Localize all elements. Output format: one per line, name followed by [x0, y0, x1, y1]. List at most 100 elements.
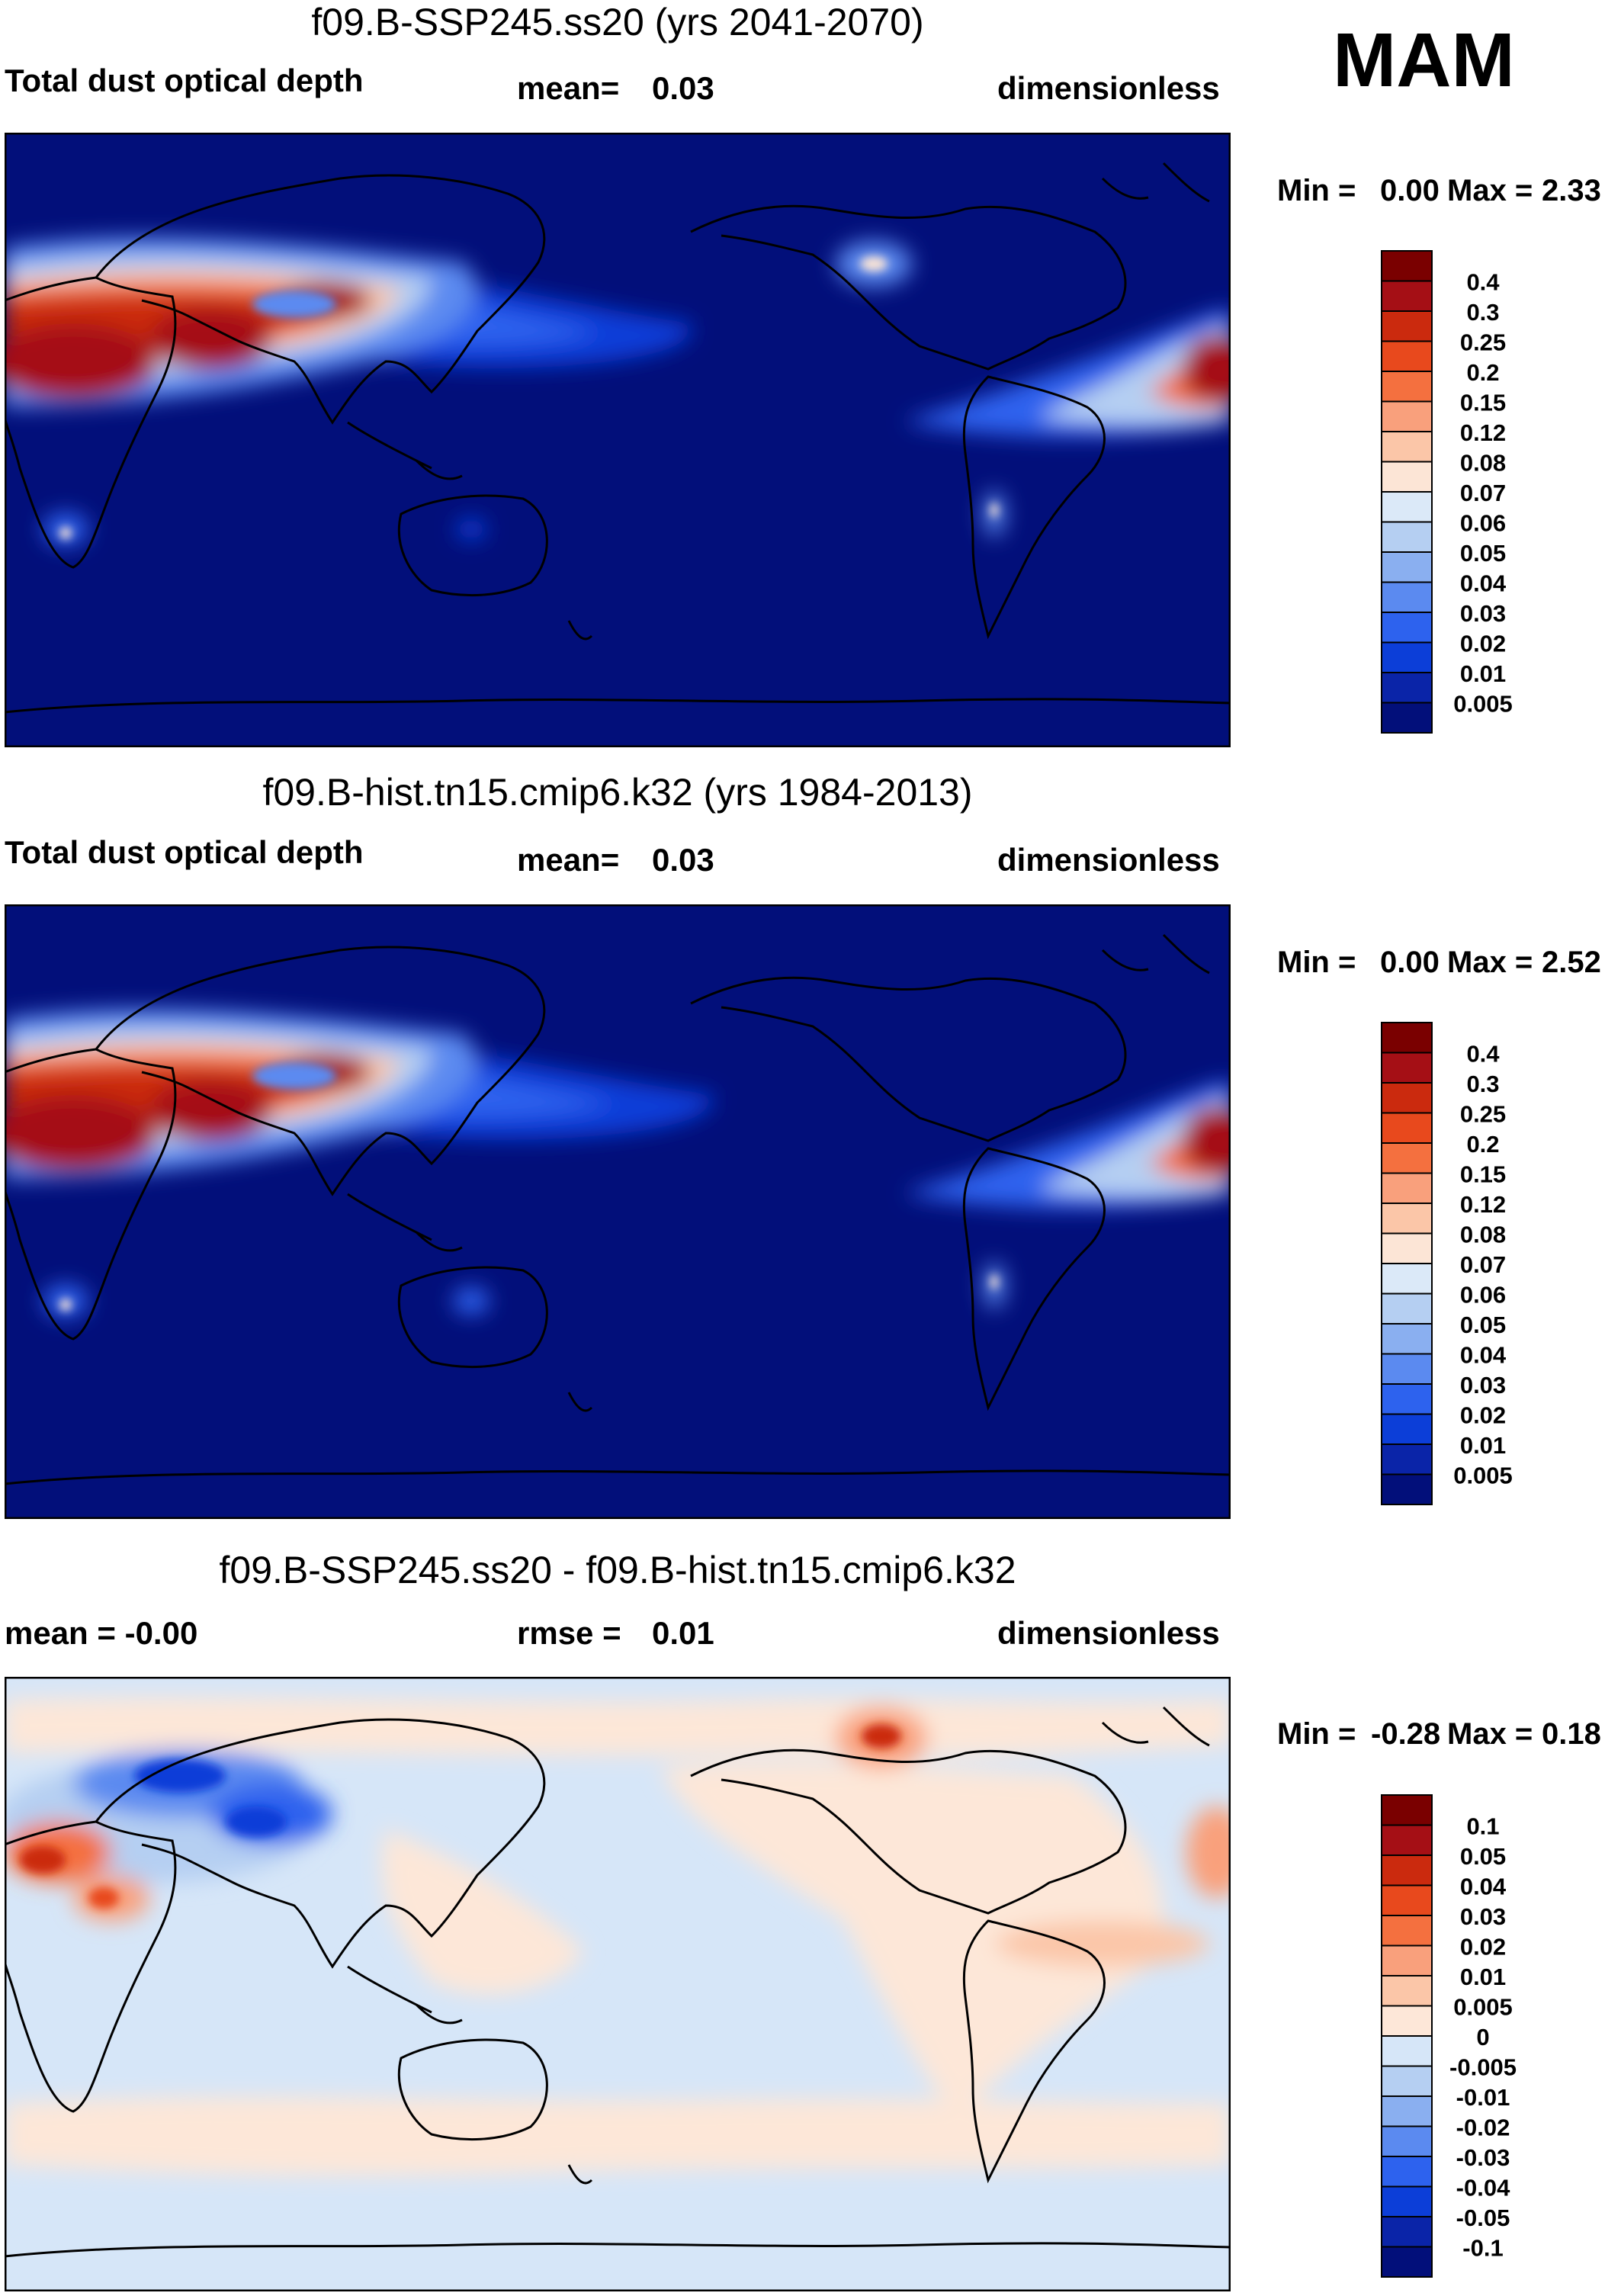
panel-3-units-label: dimensionless — [997, 1615, 1220, 1651]
panel-1-colorbar-swatch — [1381, 280, 1433, 312]
panel-1-colorbar-label: 0.01 — [1460, 660, 1506, 687]
panel-3-colorbar-swatch — [1381, 1944, 1433, 1976]
panel-3-colorbar-swatch — [1381, 1794, 1433, 1826]
panel-3-rmse-value: 0.01 — [652, 1615, 714, 1651]
panel-1-units-label: dimensionless — [997, 70, 1220, 106]
panel-1-colorbar-swatch — [1381, 672, 1433, 704]
panel-1-colorbar-swatch — [1381, 581, 1433, 613]
panel-1-colorbar-swatch — [1381, 702, 1433, 734]
panel-1-colorbar-label: 0.03 — [1460, 600, 1506, 627]
panel-1-colorbar-label: 0.07 — [1460, 480, 1506, 506]
panel-1-colorbar-swatch — [1381, 612, 1433, 644]
panel-1-variable-label: Total dust optical depth — [5, 63, 364, 98]
panel-2-colorbar-label: 0.07 — [1460, 1251, 1506, 1278]
panel-3-colorbar-label: 0.005 — [1453, 1994, 1513, 2021]
panel-3-max-label: Max = — [1447, 1717, 1533, 1751]
panel-3-colorbar-swatch — [1381, 1854, 1433, 1887]
panel-2-variable-label: Total dust optical depth — [5, 834, 364, 870]
panel-2-colorbar-swatch — [1381, 1203, 1433, 1235]
panel-1-colorbar-label: 0.005 — [1453, 691, 1513, 718]
panel-3-colorbar-label: -0.04 — [1456, 2175, 1510, 2201]
panel-2-min-value: 0.00 — [1380, 946, 1440, 979]
panel-2-colorbar-swatch — [1381, 1142, 1433, 1174]
panel-1-colorbar: 0.4 0.3 0.25 0.2 0.15 0.12 0.08 0.07 0.06 0.05 0.0… — [1381, 250, 1513, 734]
panel-1-colorbar-label: 0.04 — [1460, 570, 1507, 597]
panel-2-colorbar-label: 0.06 — [1460, 1282, 1506, 1309]
panel-1-colorbar-swatch — [1381, 310, 1433, 342]
panel-3-colorbar-swatch — [1381, 2065, 1433, 2097]
panel-1-colorbar-swatch — [1381, 521, 1433, 553]
coastlines — [5, 933, 1231, 1485]
panel-3-mean-label: mean = -0.00 — [5, 1615, 198, 1651]
panel-3-colorbar-swatch — [1381, 2125, 1433, 2157]
panel-2-colorbar-label: 0.01 — [1460, 1432, 1506, 1459]
panel-2-colorbar-label: 0.3 — [1466, 1071, 1499, 1097]
panel-3-min-value: -0.28 — [1371, 1717, 1441, 1751]
panel-3-colorbar-label: 0.05 — [1460, 1843, 1506, 1870]
panel-3-colorbar-swatch — [1381, 2095, 1433, 2127]
panel-3-colorbar-label: 0.03 — [1460, 1903, 1506, 1930]
panel-2-colorbar-label: 0.005 — [1453, 1463, 1513, 1489]
panel-1-colorbar-swatch — [1381, 431, 1433, 463]
panel-1-colorbar-swatch — [1381, 371, 1433, 403]
panel-2-colorbar-label: 0.03 — [1460, 1372, 1506, 1398]
panel-2-colorbar-swatch — [1381, 1112, 1433, 1144]
panel-1-title: f09.B-SSP245.ss20 (yrs 2041-2070) — [311, 1, 924, 43]
panel-3-colorbar-swatch — [1381, 1824, 1433, 1856]
panel-2-colorbar-label: 0.04 — [1460, 1342, 1507, 1369]
panel-3-colorbar-label: 0.01 — [1460, 1964, 1506, 1990]
panel-2-colorbar-label: 0.02 — [1460, 1402, 1506, 1429]
panel-3-colorbar-swatch — [1381, 2156, 1433, 2188]
panel-1-colorbar-label: 0.2 — [1466, 359, 1499, 386]
panel-3-colorbar-label: -0.05 — [1456, 2204, 1510, 2231]
panel-2-mean-value: 0.03 — [652, 842, 714, 878]
panel-2-colorbar-swatch — [1381, 1383, 1433, 1415]
coastlines — [5, 1706, 1231, 2258]
panel-1-max-value: 2.33 — [1542, 174, 1601, 207]
panel-2-min-label: Min = — [1277, 946, 1356, 979]
panel-3-colorbar-label: -0.03 — [1456, 2144, 1510, 2171]
panel-1-colorbar-swatch — [1381, 491, 1433, 523]
panel-1-mean-label: mean= — [517, 70, 620, 106]
panel-1-map — [5, 133, 1231, 747]
panel-3-colorbar-swatch — [1381, 1915, 1433, 1947]
panel-2-colorbar-swatch — [1381, 1323, 1433, 1355]
season-label: MAM — [1333, 18, 1515, 103]
panel-1-colorbar-label: 0.05 — [1460, 540, 1506, 567]
panel-2-colorbar-label: 0.12 — [1460, 1191, 1506, 1218]
panel-1-colorbar-label: 0.4 — [1466, 269, 1500, 296]
panel-2-colorbar-swatch — [1381, 1172, 1433, 1204]
panel-2-colorbar-swatch — [1381, 1443, 1433, 1476]
panel-2-colorbar-swatch — [1381, 1473, 1433, 1505]
panel-2-max-value: 2.52 — [1542, 946, 1601, 979]
panel-1-colorbar-label: 0.15 — [1460, 390, 1506, 416]
panel-2-map — [5, 904, 1231, 1519]
panel-3-colorbar-swatch — [1381, 2005, 1433, 2037]
panel-1-colorbar-label: 0.3 — [1466, 299, 1499, 326]
panel-2-colorbar-swatch — [1381, 1052, 1433, 1084]
panel-1-colorbar-label: 0.12 — [1460, 419, 1506, 446]
panel-3-colorbar-swatch — [1381, 2216, 1433, 2248]
panel-2-colorbar-label: 0.15 — [1460, 1161, 1506, 1188]
panel-1-colorbar-label: 0.25 — [1460, 329, 1506, 356]
panel-1-mean-value: 0.03 — [652, 70, 714, 106]
panel-2-colorbar-swatch — [1381, 1413, 1433, 1445]
panel-2-colorbar-swatch — [1381, 1232, 1433, 1264]
panel-2-colorbar-swatch — [1381, 1022, 1433, 1054]
panel-3-map — [5, 1677, 1231, 2291]
map-ocean-background — [5, 133, 1231, 747]
panel-2-mean-label: mean= — [517, 842, 620, 878]
panel-3-colorbar-swatch — [1381, 2035, 1433, 2067]
panel-3-min-label: Min = — [1277, 1717, 1356, 1751]
panel-3-max-value: 0.18 — [1542, 1717, 1601, 1751]
panel-2-colorbar-label: 0.25 — [1460, 1101, 1506, 1128]
panel-2-colorbar-label: 0.4 — [1466, 1041, 1500, 1068]
panel-3-colorbar-swatch — [1381, 1884, 1433, 1916]
panel-2-title: f09.B-hist.tn15.cmip6.k32 (yrs 1984-2013… — [262, 771, 973, 814]
panel-1-colorbar-swatch — [1381, 400, 1433, 432]
panel-3-colorbar-label: -0.1 — [1462, 2235, 1503, 2262]
panel-2-colorbar-swatch — [1381, 1353, 1433, 1385]
panel-1-colorbar-label: 0.06 — [1460, 510, 1506, 537]
panel-2-colorbar: 0.4 0.3 0.25 0.2 0.15 0.12 0.08 0.07 0.06 0.05 0.0… — [1381, 1022, 1513, 1505]
panel-2-units-label: dimensionless — [997, 842, 1220, 878]
